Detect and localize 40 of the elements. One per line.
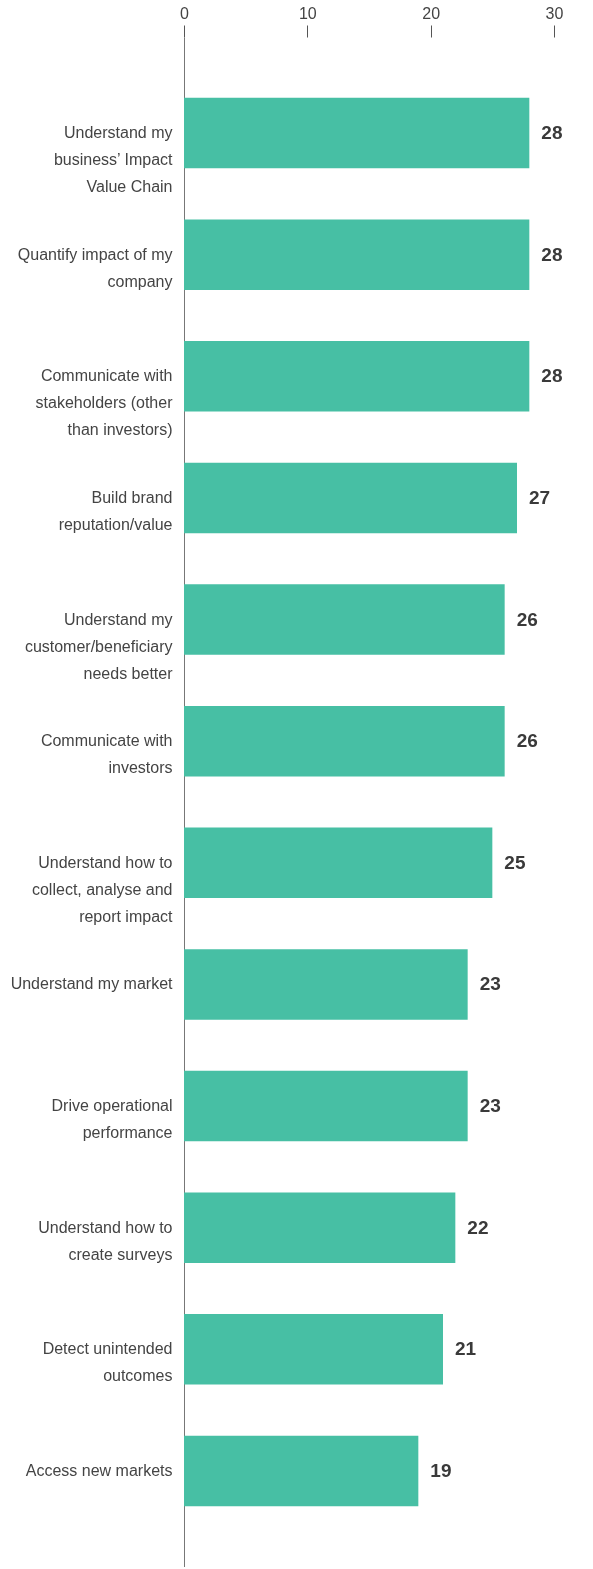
data-label: 22 bbox=[467, 1216, 489, 1238]
data-label: 27 bbox=[529, 486, 551, 508]
y-tick-label: Understand my market bbox=[10, 975, 174, 993]
data-label: 21 bbox=[455, 1338, 477, 1360]
bar bbox=[184, 1192, 456, 1263]
y-tick-label: Understand my business’ Impact Value Chain bbox=[53, 124, 174, 196]
data-label: 23 bbox=[479, 973, 501, 995]
x-tick-label: 20 bbox=[422, 4, 441, 22]
bar bbox=[184, 462, 517, 534]
bar bbox=[184, 827, 493, 899]
y-tick-label: Understand how to collect, analyse and report impact bbox=[31, 853, 174, 925]
y-tick-label: Understand my customer/beneficiary needs better bbox=[24, 610, 174, 682]
data-label: 28 bbox=[541, 365, 563, 387]
y-tick-label: Build brand reputation/value bbox=[58, 488, 173, 533]
data-label: 28 bbox=[541, 122, 563, 144]
x-tick-label: 0 bbox=[180, 4, 190, 22]
data-label: 25 bbox=[504, 851, 526, 873]
bar bbox=[184, 97, 530, 169]
bar bbox=[184, 949, 468, 1020]
bar bbox=[184, 219, 530, 290]
y-tick-label: Quantify impact of my company bbox=[17, 245, 173, 290]
y-tick-label: Communicate with stakeholders (other than investors) bbox=[35, 367, 174, 439]
bar bbox=[184, 1070, 468, 1142]
bar bbox=[184, 584, 505, 655]
data-label: 28 bbox=[541, 243, 563, 265]
data-label: 26 bbox=[516, 730, 538, 752]
data-label: 23 bbox=[479, 1095, 501, 1117]
y-tick-label: Access new markets bbox=[25, 1461, 173, 1479]
bar bbox=[184, 341, 530, 412]
data-label: 19 bbox=[430, 1459, 452, 1481]
y-tick-label: Communicate with investors bbox=[40, 732, 173, 777]
x-tick-label: 10 bbox=[298, 4, 317, 22]
bar bbox=[184, 705, 505, 777]
bar bbox=[184, 1314, 443, 1385]
y-tick-label: Understand how to create surveys bbox=[38, 1218, 173, 1263]
y-tick-label: Drive operational performance bbox=[51, 1097, 173, 1142]
y-tick-label: Detect unintended outcomes bbox=[42, 1340, 173, 1385]
bar bbox=[184, 1435, 419, 1507]
x-tick-label: 30 bbox=[545, 4, 564, 22]
data-label: 26 bbox=[516, 608, 538, 630]
